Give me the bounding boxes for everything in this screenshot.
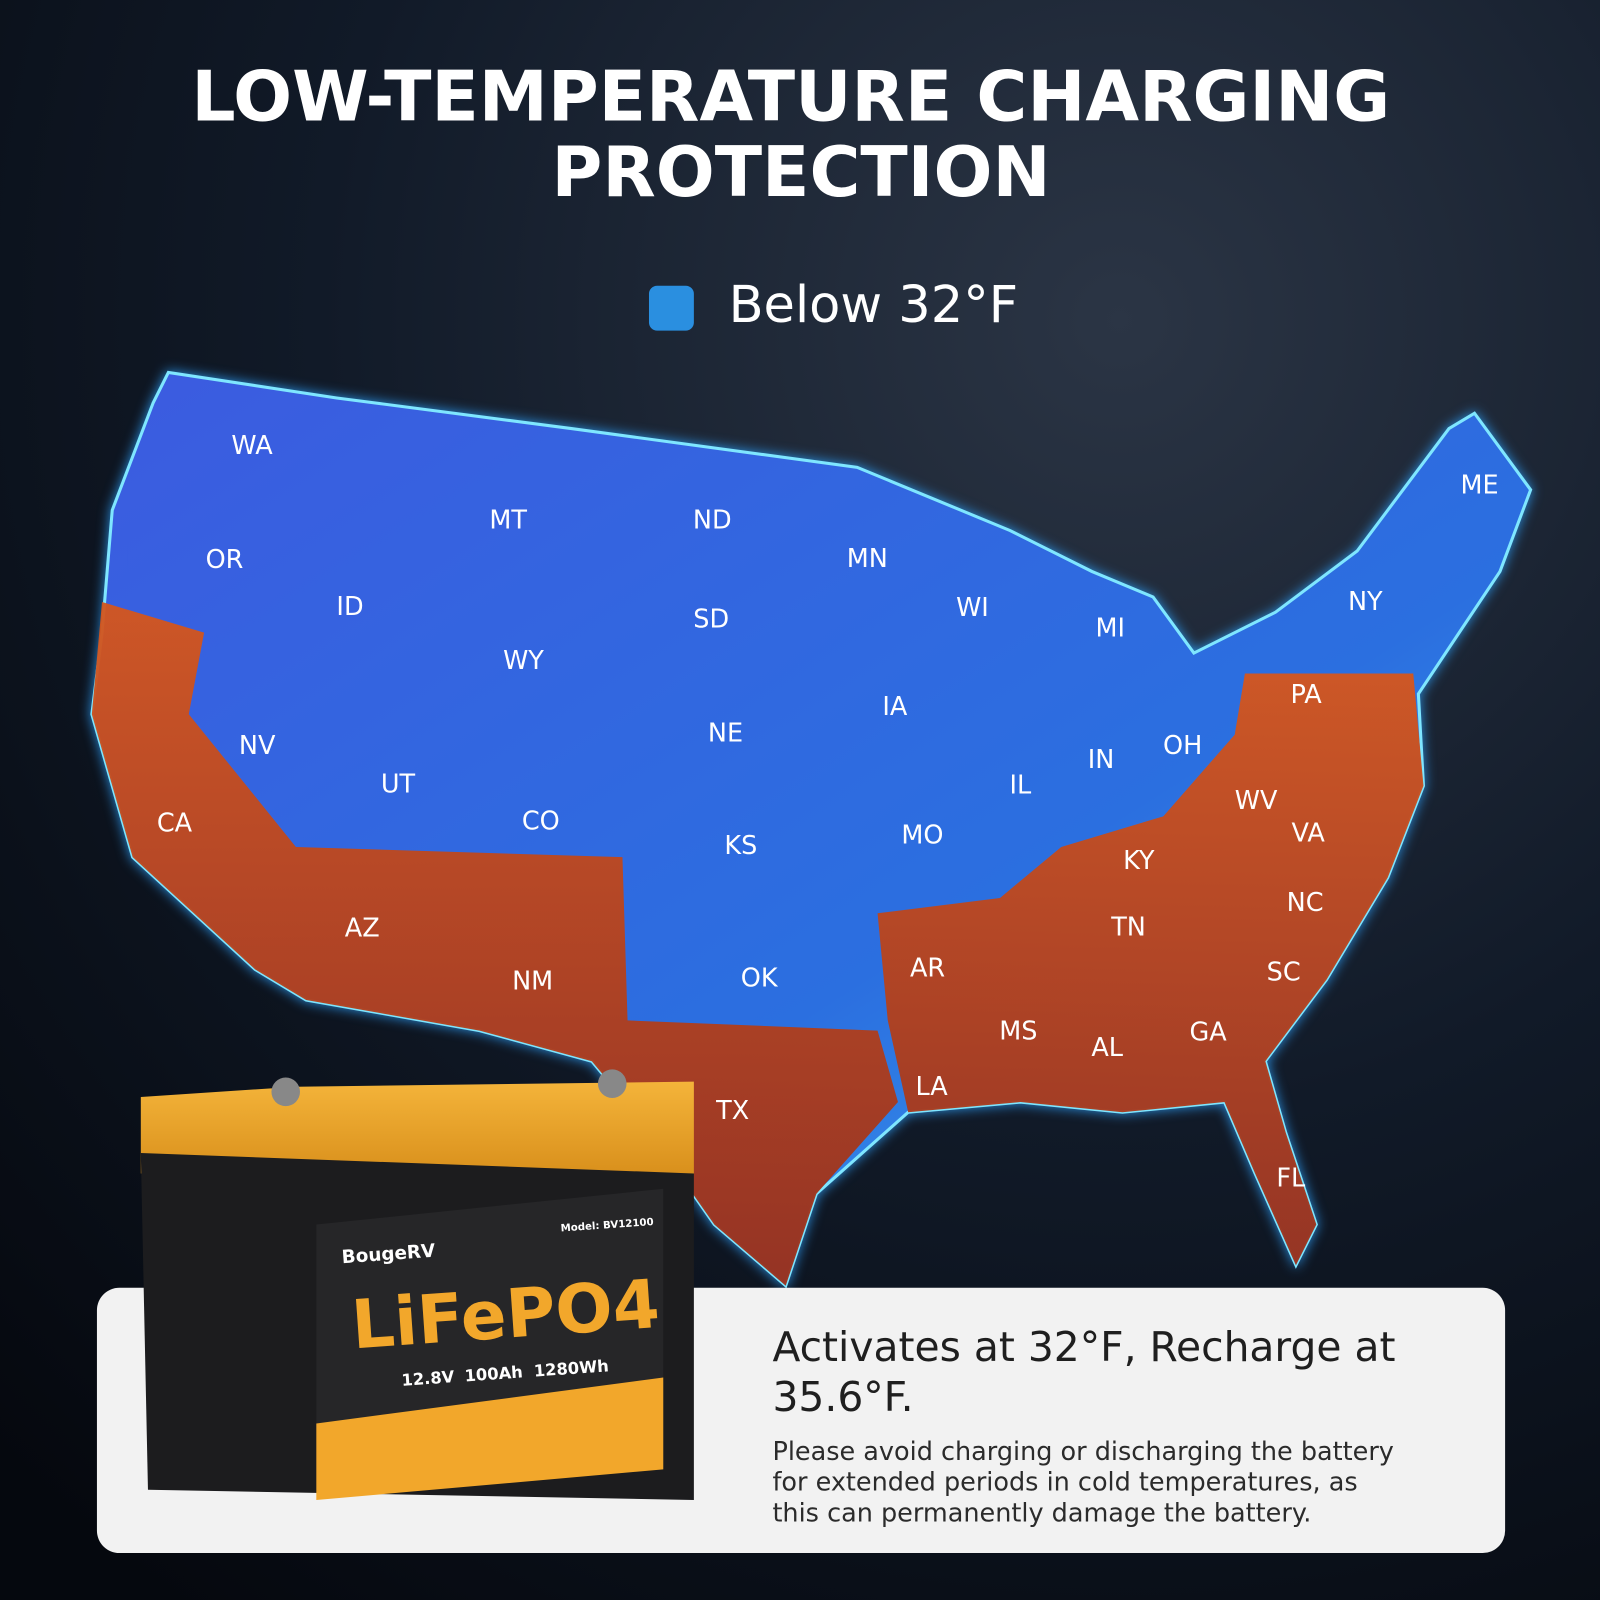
state-label: TX xyxy=(715,1096,749,1126)
state-labels: WA OR MT ND MN ID SD WY WI MI ME NY PA NV UT CO NE IA IN OH… xyxy=(157,431,1499,1194)
state-label: FL xyxy=(1276,1164,1306,1194)
state-label: LA xyxy=(916,1072,949,1102)
state-label: ME xyxy=(1461,471,1499,501)
state-label: WV xyxy=(1235,786,1278,816)
state-label: WA xyxy=(231,431,273,461)
map-warm-region-southeast xyxy=(877,673,1424,1266)
title-line: PROTECTION xyxy=(551,133,1050,213)
state-label: MO xyxy=(901,821,943,851)
state-label: OH xyxy=(1163,731,1202,761)
battery-spec: 12.8V xyxy=(401,1367,455,1390)
state-label: NV xyxy=(239,731,276,761)
battery: BougeRV Model: BV12100 LiFePO4 12.8V 100… xyxy=(140,1069,694,1500)
state-label: IL xyxy=(1010,771,1033,801)
card-body: this can permanently damage the battery. xyxy=(772,1498,1311,1528)
state-label: KY xyxy=(1123,846,1155,876)
state-label: NY xyxy=(1348,587,1383,617)
battery-spec: 100Ah xyxy=(464,1362,523,1385)
state-label: AZ xyxy=(345,914,380,944)
battery-terminal xyxy=(271,1077,300,1107)
state-label: SD xyxy=(693,604,729,634)
state-label: TN xyxy=(1110,913,1146,943)
legend-label: Below 32°F xyxy=(729,276,1018,335)
card-heading: Activates at 32°F, Recharge at xyxy=(772,1323,1395,1371)
state-label: KS xyxy=(724,831,757,861)
battery-terminal xyxy=(597,1069,627,1098)
state-label: VA xyxy=(1292,819,1326,849)
battery-lid xyxy=(140,1081,694,1174)
state-label: MT xyxy=(489,505,527,535)
card-heading: 35.6°F. xyxy=(772,1373,913,1421)
state-label: NC xyxy=(1287,888,1324,918)
state-label: NE xyxy=(708,719,743,749)
state-label: WY xyxy=(503,646,544,676)
state-label: MI xyxy=(1095,614,1125,644)
state-label: MN xyxy=(847,544,888,574)
state-label: SC xyxy=(1267,957,1301,987)
state-label: NM xyxy=(512,967,553,997)
state-label: AL xyxy=(1091,1033,1123,1063)
title-line: LOW-TEMPERATURE CHARGING xyxy=(191,57,1390,137)
state-label: AR xyxy=(910,953,945,983)
state-label: OR xyxy=(206,545,244,575)
map-warm-region-west xyxy=(91,602,898,1286)
state-label: OK xyxy=(741,964,779,994)
state-label: GA xyxy=(1190,1018,1228,1048)
legend-swatch xyxy=(648,285,694,331)
state-label: CA xyxy=(157,808,193,838)
state-label: WI xyxy=(956,593,989,623)
state-label: MS xyxy=(999,1017,1037,1047)
state-label: ND xyxy=(693,505,732,535)
battery-caution-strip xyxy=(316,1377,664,1500)
state-label: IA xyxy=(882,692,908,722)
state-label: IN xyxy=(1088,745,1115,775)
state-label: CO xyxy=(522,806,560,836)
card-body: Please avoid charging or discharging the… xyxy=(772,1437,1393,1467)
card-body: for extended periods in cold temperature… xyxy=(772,1468,1357,1498)
state-label: UT xyxy=(381,770,416,800)
state-label: ID xyxy=(336,592,363,622)
state-label: PA xyxy=(1291,680,1323,710)
